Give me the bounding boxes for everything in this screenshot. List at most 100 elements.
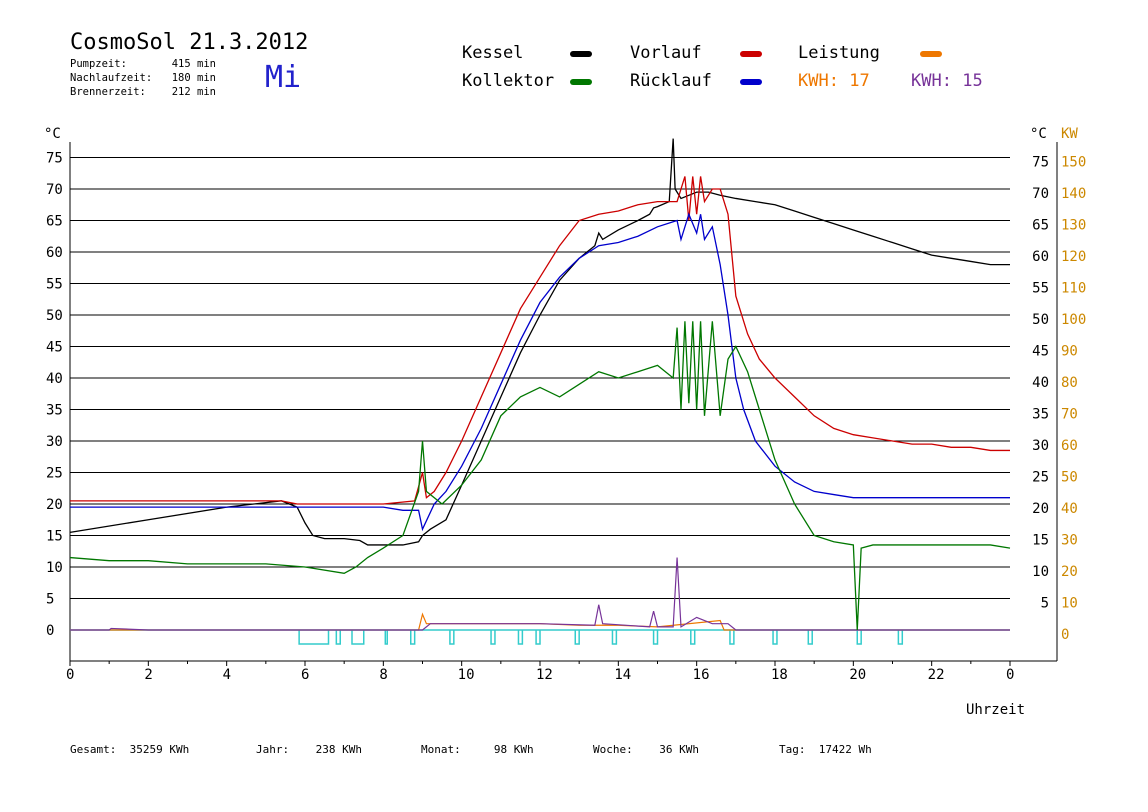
pump-pulse <box>574 630 580 645</box>
x-tick-label: 16 <box>693 667 710 683</box>
y-right-tick-label: 75 <box>1032 155 1049 171</box>
legend-ruecklauf-swatch <box>740 79 762 85</box>
kw-tick-label: 20 <box>1061 564 1078 580</box>
kwh-purple-value: 15 <box>962 71 983 91</box>
y-tick-label: 50 <box>46 308 63 324</box>
kw-tick-label: 130 <box>1061 218 1086 234</box>
footer-month: Monat: 98 KWh <box>421 743 534 756</box>
y-tick-label: 75 <box>46 151 63 167</box>
y-right-tick-label: 5 <box>1041 596 1049 612</box>
y-unit-right: °C <box>1030 126 1047 142</box>
footer-year: Jahr: 238 KWh <box>256 743 362 756</box>
footer-day: Tag: 17422 Wh <box>779 743 872 756</box>
footer-month-value: 98 KWh <box>493 743 534 756</box>
y-right-tick-label: 45 <box>1032 344 1049 360</box>
footer-month-label: Monat: <box>421 743 461 756</box>
footer-year-value: 238 KWh <box>315 743 362 756</box>
legend-leistung-swatch <box>920 51 942 57</box>
pump-pulse <box>729 630 735 645</box>
burner-time-row: Brennerzeit: 212 min <box>70 86 216 98</box>
y-tick-label: 10 <box>46 560 63 576</box>
kw-tick-label: 70 <box>1061 407 1078 423</box>
x-tick-label: 22 <box>928 667 945 683</box>
kw-tick-label: 40 <box>1061 501 1078 517</box>
pump-pulse <box>335 630 341 645</box>
y-right-tick-label: 50 <box>1032 312 1049 328</box>
burner-time-label: Brennerzeit: <box>70 86 146 98</box>
pump-pulse <box>897 630 904 645</box>
pump-time-value: 415 min <box>171 58 216 70</box>
x-tick-label: 6 <box>301 667 309 683</box>
y-tick-label: 25 <box>46 466 63 482</box>
y-right-tick-label: 65 <box>1032 218 1049 234</box>
y-right-tick-label: 60 <box>1032 249 1049 265</box>
kw-tick-label: 150 <box>1061 155 1086 171</box>
x-tick-label: 8 <box>379 667 387 683</box>
kw-tick-label: 0 <box>1061 627 1069 643</box>
y-tick-label: 70 <box>46 182 63 198</box>
series-line-kollektor <box>69 321 1011 631</box>
kw-tick-label: 30 <box>1061 533 1078 549</box>
series-line-kessel <box>69 138 1010 546</box>
footer-day-value: 17422 Wh <box>818 743 872 756</box>
kw-unit: KW <box>1061 126 1078 142</box>
kw-tick-label: 10 <box>1061 596 1078 612</box>
footer-total-label: Gesamt: <box>70 743 117 756</box>
kwh-purple-label: KWH: <box>911 71 952 91</box>
y-tick-label: 45 <box>46 340 63 356</box>
kw-tick-label: 140 <box>1061 186 1086 202</box>
y-right-tick-label: 35 <box>1032 407 1049 423</box>
pump-pulse <box>611 630 618 645</box>
x-tick-label: 14 <box>614 667 631 683</box>
pump-pulse <box>490 630 496 645</box>
x-tick-label: 0 <box>1006 667 1014 683</box>
kw-tick-label: 110 <box>1061 281 1086 297</box>
pump-pulse <box>535 630 541 645</box>
footer-year-label: Jahr: <box>256 743 290 756</box>
weekday-label: Mi <box>265 60 302 95</box>
y-unit-left: °C <box>44 126 61 142</box>
pump-time-row: Pumpzeit: 415 min <box>70 58 216 70</box>
pump-pulse <box>449 630 455 645</box>
x-tick-label: 18 <box>771 667 788 683</box>
y-tick-label: 55 <box>46 277 63 293</box>
legend-leistung: Leistung <box>798 43 880 63</box>
legend-ruecklauf: Rücklauf <box>630 71 712 91</box>
y-right-tick-label: 15 <box>1032 533 1049 549</box>
y-tick-label: 35 <box>46 403 63 419</box>
y-right-tick-label: 25 <box>1032 470 1049 486</box>
x-tick-label: 12 <box>536 667 553 683</box>
footer-week: Woche: 36 KWh <box>593 743 699 756</box>
y-tick-label: 30 <box>46 434 63 450</box>
x-tick-label: 10 <box>458 667 475 683</box>
y-tick-label: 15 <box>46 529 63 545</box>
x-tick-label: 0 <box>66 667 74 683</box>
legend-kessel-swatch <box>570 51 592 57</box>
legend-kessel: Kessel <box>462 43 524 63</box>
y-tick-label: 60 <box>46 245 63 261</box>
y-right-tick-label: 20 <box>1032 501 1049 517</box>
series-line-vorlauf <box>70 176 1010 505</box>
y-tick-label: 5 <box>46 592 54 608</box>
pump-pulse <box>690 630 696 645</box>
page-title: CosmoSol 21.3.2012 <box>70 30 309 55</box>
kw-tick-label: 60 <box>1061 438 1078 454</box>
after-run-row: Nachlaufzeit: 180 min <box>70 72 216 84</box>
footer-total-value: 35259 KWh <box>129 743 190 756</box>
kw-tick-label: 50 <box>1061 470 1078 486</box>
kwh-leistung-label: KWH: <box>798 71 839 91</box>
after-run-label: Nachlaufzeit: <box>70 72 153 84</box>
pump-pulse <box>652 630 659 645</box>
pump-pulse <box>772 630 778 645</box>
y-right-tick-label: 55 <box>1032 281 1049 297</box>
kw-tick-label: 120 <box>1061 249 1086 265</box>
power-line-leistung <box>70 612 1010 631</box>
y-right-tick-label: 30 <box>1032 438 1049 454</box>
footer-week-label: Woche: <box>593 743 633 756</box>
legend-kollektor-swatch <box>570 79 592 85</box>
y-right-tick-label: 40 <box>1032 375 1049 391</box>
y-tick-label: 0 <box>46 623 54 639</box>
kw-tick-label: 80 <box>1061 375 1078 391</box>
kwh-purple: KWH: 15 <box>911 71 983 91</box>
